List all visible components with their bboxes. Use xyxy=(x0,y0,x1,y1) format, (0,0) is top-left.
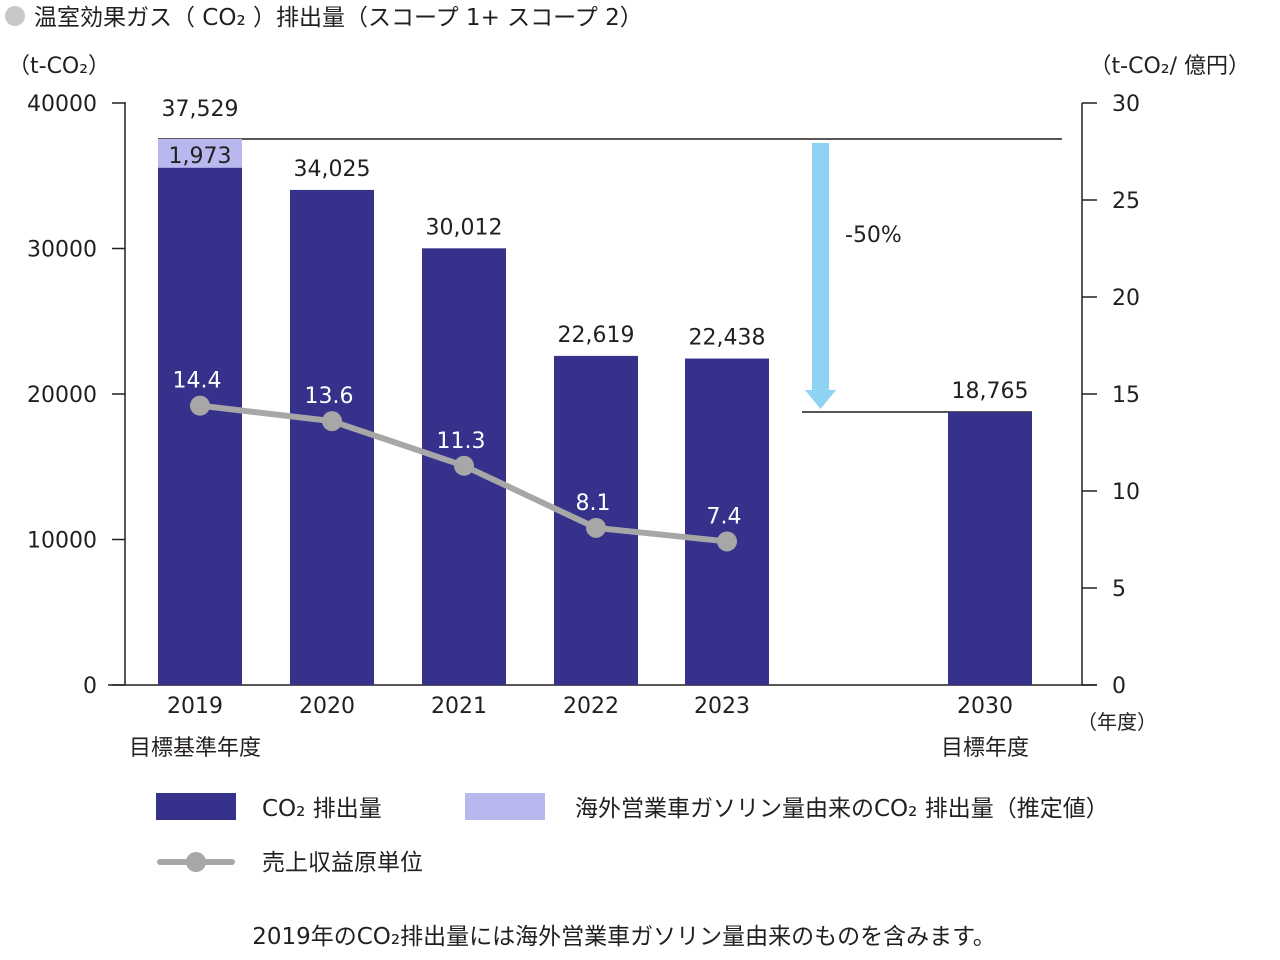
reduction-label: -50% xyxy=(845,223,902,248)
stack-value-label: 1,973 xyxy=(169,144,232,169)
intensity-point xyxy=(322,411,342,432)
footnote: 2019年のCO₂排出量には海外営業車ガソリン量由来のものを含みます。 xyxy=(252,924,996,950)
right-tick-label: 30 xyxy=(1112,92,1140,117)
intensity-point xyxy=(586,517,606,538)
x-tick-label: 2023 xyxy=(694,694,750,719)
left-tick-label: 0 xyxy=(83,674,97,699)
intensity-point xyxy=(717,531,737,552)
reduction-arrow-head xyxy=(805,389,836,409)
left-tick-label: 40000 xyxy=(27,92,97,117)
intensity-value-label: 11.3 xyxy=(437,429,486,454)
left-axis-ticks: 0 10000 20000 30000 40000 xyxy=(27,92,125,699)
intensity-value-label: 13.6 xyxy=(305,384,354,409)
intensity-value-label: 14.4 xyxy=(173,369,222,394)
left-tick-label: 20000 xyxy=(27,383,97,408)
right-tick-label: 25 xyxy=(1112,189,1140,214)
left-tick-label: 30000 xyxy=(27,238,97,263)
legend-label-intensity: 売上収益原単位 xyxy=(262,850,423,876)
chart-title: 温室効果ガス（ CO₂ ）排出量（スコープ 1+ スコープ 2） xyxy=(34,5,643,31)
right-tick-label: 0 xyxy=(1112,674,1126,699)
x-tick-label: 2020 xyxy=(299,694,355,719)
right-tick-label: 5 xyxy=(1112,577,1126,602)
intensity-value-label: 8.1 xyxy=(576,491,611,516)
estimated-stack-bar xyxy=(158,138,242,168)
right-axis-ticks: 0 5 10 15 20 25 30 xyxy=(1082,92,1140,699)
bar-total-label: 22,619 xyxy=(558,323,635,348)
x-tick-sublabel: 目標年度 xyxy=(941,736,1029,761)
x-axis-labels: 2019 目標基準年度 2020 2021 2022 2023 2030 目標年度 xyxy=(129,694,1029,761)
co2-bar xyxy=(685,358,769,685)
bar-total-label: 30,012 xyxy=(426,215,503,240)
legend-swatch-estimated xyxy=(465,793,545,820)
reduction-arrow xyxy=(805,142,836,409)
right-tick-label: 15 xyxy=(1112,383,1140,408)
title-bullet xyxy=(5,6,25,26)
bar-labels-layer: 1,973 37,529 34,025 30,012 22,619 22,438 18,76… xyxy=(162,97,1029,404)
right-tick-label: 20 xyxy=(1112,286,1140,311)
co2-bar xyxy=(158,167,242,685)
legend-line-marker xyxy=(186,852,206,872)
x-tick-label: 2021 xyxy=(431,694,487,719)
left-axis-label: （t-CO₂） xyxy=(8,54,110,79)
x-tick-label: 2019 xyxy=(167,694,223,719)
intensity-line-layer: 14.4 13.6 11.3 8.1 7.4 xyxy=(173,369,742,552)
x-tick-sublabel: 目標基準年度 xyxy=(129,736,261,761)
bar-total-label: 18,765 xyxy=(952,379,1029,404)
legend-swatch-co2 xyxy=(156,793,236,820)
x-axis-unit-label: （年度） xyxy=(1077,710,1157,734)
reduction-arrow-shaft xyxy=(812,142,829,390)
bar-total-label: 34,025 xyxy=(294,157,371,182)
intensity-point xyxy=(454,455,474,476)
bar-total-label: 22,438 xyxy=(689,326,766,351)
legend: CO₂ 排出量 海外営業車ガソリン量由来のCO₂ 排出量（推定値） 売上収益原単… xyxy=(156,793,1109,876)
x-tick-label: 2022 xyxy=(563,694,619,719)
x-tick-label: 2030 xyxy=(957,694,1013,719)
intensity-value-label: 7.4 xyxy=(707,504,742,529)
legend-label-co2: CO₂ 排出量 xyxy=(262,796,382,822)
co2-bar xyxy=(948,411,1032,685)
co2-bar xyxy=(290,189,374,685)
right-axis-label: （t-CO₂/ 億円） xyxy=(1090,54,1250,79)
right-tick-label: 10 xyxy=(1112,480,1140,505)
intensity-point xyxy=(190,395,210,416)
bar-total-label: 37,529 xyxy=(162,97,239,122)
legend-label-estimated: 海外営業車ガソリン量由来のCO₂ 排出量（推定値） xyxy=(575,796,1109,822)
left-tick-label: 10000 xyxy=(27,529,97,554)
